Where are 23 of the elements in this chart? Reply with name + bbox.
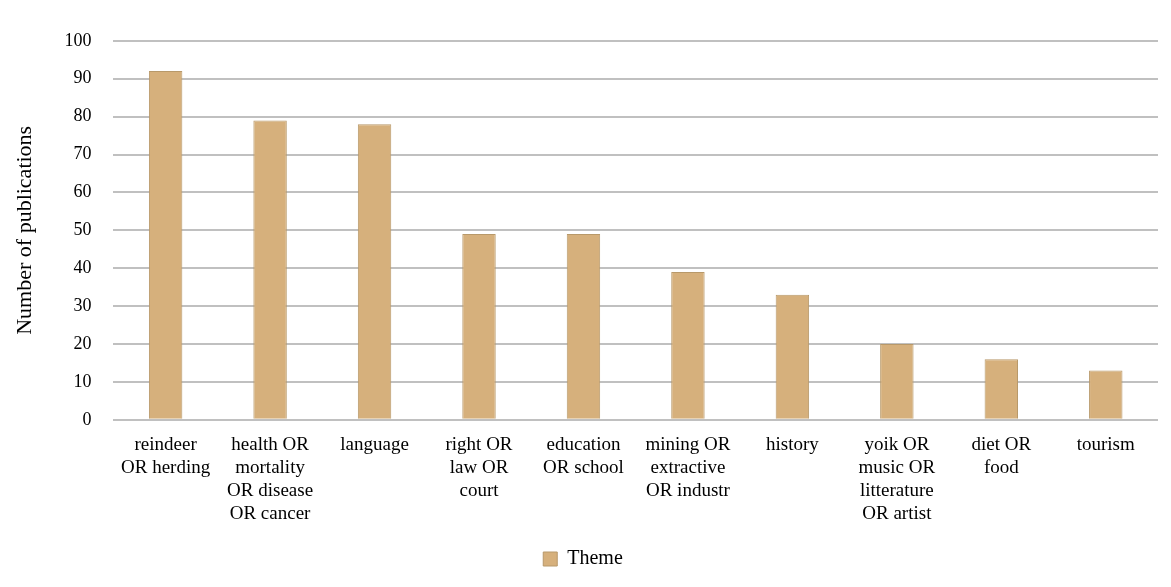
y-tick-label: 30 (73, 294, 92, 315)
x-tick-label: mining OR extractive OR industr (645, 433, 731, 500)
y-tick-label: 90 (73, 67, 92, 88)
y-tick-label: 20 (73, 332, 92, 353)
x-tick-label: history (766, 433, 820, 455)
x-tick-label: diet OR food (971, 433, 1032, 477)
y-tick-label: 80 (73, 105, 92, 126)
x-tick-label: reindeer OR herding (121, 433, 211, 477)
y-tick-label: 0 (82, 408, 92, 429)
x-tick-label: yoik OR music OR litterature OR artist (858, 433, 936, 523)
y-axis-title: Number of publications (10, 125, 36, 335)
y-tick-label: 100 (64, 29, 92, 50)
y-tick-label: 50 (73, 219, 92, 240)
x-tick-label: tourism (1076, 433, 1136, 455)
legend-label: Theme (567, 546, 623, 569)
y-tick-label: 60 (73, 181, 92, 202)
y-tick-label: 40 (73, 256, 92, 277)
x-tick-label: language (340, 433, 409, 455)
y-tick-label: 70 (73, 143, 92, 164)
y-tick-label: 10 (73, 370, 92, 391)
x-tick-label: health OR mortality OR disease OR cancer (227, 433, 314, 523)
x-tick-label: education OR school (543, 433, 624, 477)
x-tick-label: right OR law OR court (445, 433, 513, 500)
